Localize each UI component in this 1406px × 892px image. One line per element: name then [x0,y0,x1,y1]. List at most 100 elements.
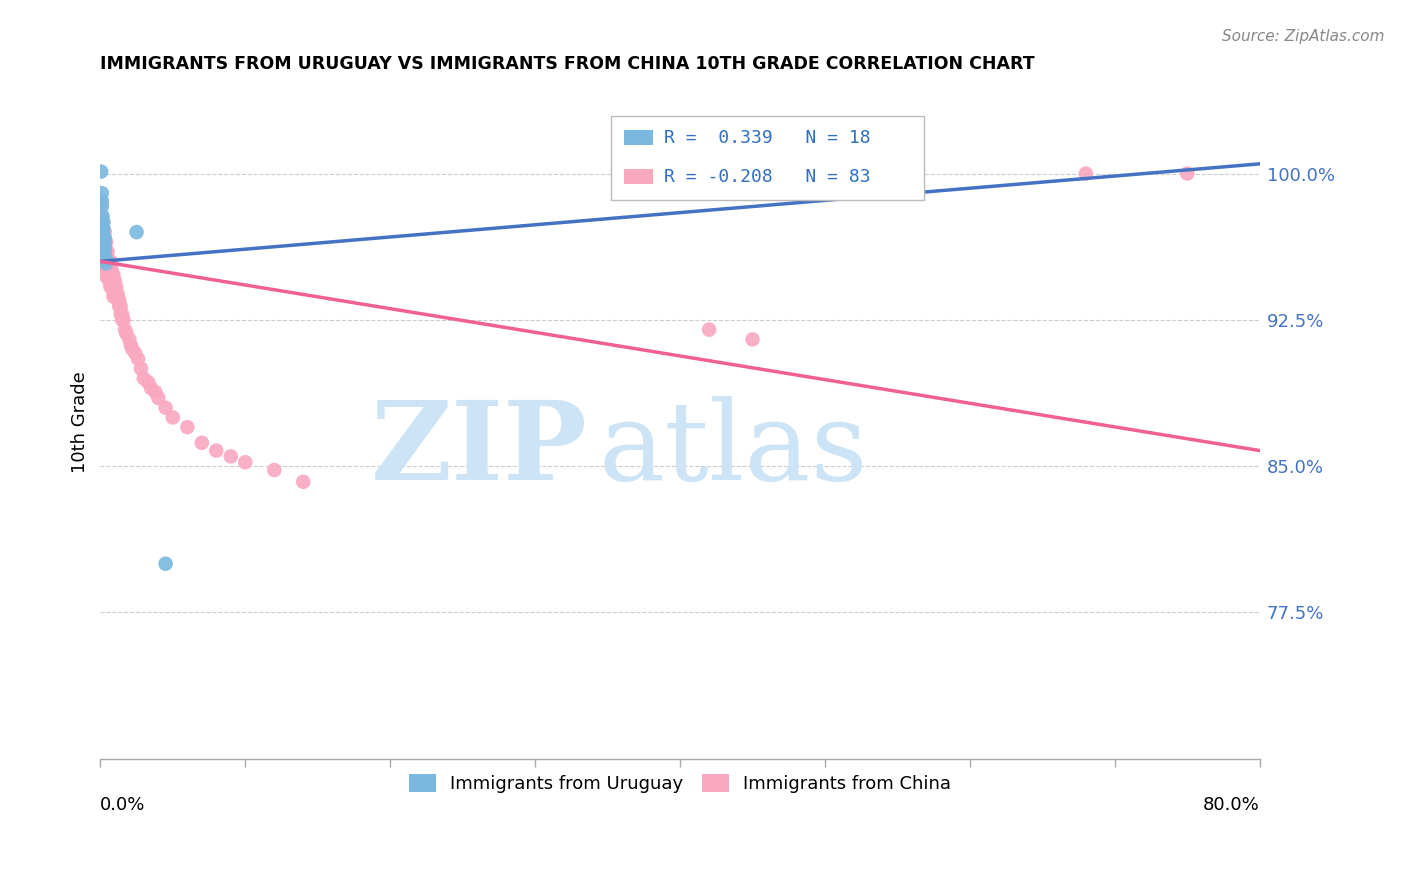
Point [91,225,114,239]
Point [205,443,228,458]
Point [105,287,128,301]
Point [155,401,177,415]
Point [100,268,122,282]
Point [98,274,121,288]
Point [132,371,155,385]
Point [97,270,120,285]
Point [741,332,763,346]
Text: R = -0.208   N = 83: R = -0.208 N = 83 [664,168,870,186]
Point [91,221,114,235]
Point [93,260,115,275]
Point [97,264,120,278]
Legend: Immigrants from Uruguay, Immigrants from China: Immigrants from Uruguay, Immigrants from… [402,766,959,800]
Point [111,313,134,327]
Point [107,293,129,308]
Point [98,254,121,268]
Point [98,260,121,275]
Point [101,274,124,288]
Point [233,455,256,469]
Point [93,243,115,257]
Point [93,268,115,282]
Point [98,268,121,282]
Point [94,264,117,278]
Point [145,385,167,400]
Point [108,299,131,313]
Point [94,252,117,267]
Point [93,254,115,268]
Point [125,225,148,239]
Point [100,274,122,288]
Point [94,235,117,249]
Point [91,215,114,229]
Point [292,475,315,489]
Point [90,221,112,235]
Point [103,268,125,282]
Text: IMMIGRANTS FROM URUGUAY VS IMMIGRANTS FROM CHINA 10TH GRADE CORRELATION CHART: IMMIGRANTS FROM URUGUAY VS IMMIGRANTS FR… [100,55,1035,73]
Text: atlas: atlas [599,396,869,503]
Point [90,194,112,208]
Point [162,410,184,425]
Point [120,338,142,352]
Point [93,248,115,262]
Point [91,248,114,262]
Point [91,241,114,255]
Point [103,289,125,303]
Point [91,235,114,249]
Point [103,284,125,298]
Point [93,248,115,262]
Point [263,463,285,477]
Point [94,251,117,265]
Point [93,241,115,255]
Point [93,264,115,278]
Point [100,254,122,268]
Bar [624,169,654,184]
Point [90,210,112,224]
Point [91,229,114,244]
Point [91,215,114,229]
Point [100,260,122,275]
Point [91,210,114,224]
Point [110,299,132,313]
Point [90,186,112,200]
Point [1074,167,1097,181]
Point [114,323,136,337]
Point [93,225,115,239]
Point [104,284,127,298]
Point [121,342,143,356]
Point [108,293,131,308]
Point [91,221,114,235]
Point [100,279,122,293]
Point [139,381,162,395]
Y-axis label: 10th Grade: 10th Grade [72,371,89,473]
Point [112,313,135,327]
Point [97,251,120,265]
Text: 0.0%: 0.0% [100,796,146,814]
Point [118,332,141,346]
Point [115,326,138,341]
Point [127,351,149,366]
Point [176,420,198,434]
Point [94,244,117,259]
Point [104,274,127,288]
Text: R =  0.339   N = 18: R = 0.339 N = 18 [664,128,870,146]
Point [111,307,134,321]
Point [93,231,115,245]
Point [94,256,117,270]
Point [94,256,117,270]
Point [101,264,124,278]
Point [191,435,214,450]
Point [90,164,112,178]
Point [219,450,242,464]
Point [93,235,115,249]
Point [90,200,112,214]
Point [105,279,128,293]
Bar [624,130,654,145]
Point [101,279,124,293]
Point [110,307,132,321]
Point [103,276,125,290]
Point [93,235,115,249]
Text: 80.0%: 80.0% [1204,796,1260,814]
Text: ZIP: ZIP [371,396,588,503]
Point [97,244,120,259]
Point [697,323,720,337]
